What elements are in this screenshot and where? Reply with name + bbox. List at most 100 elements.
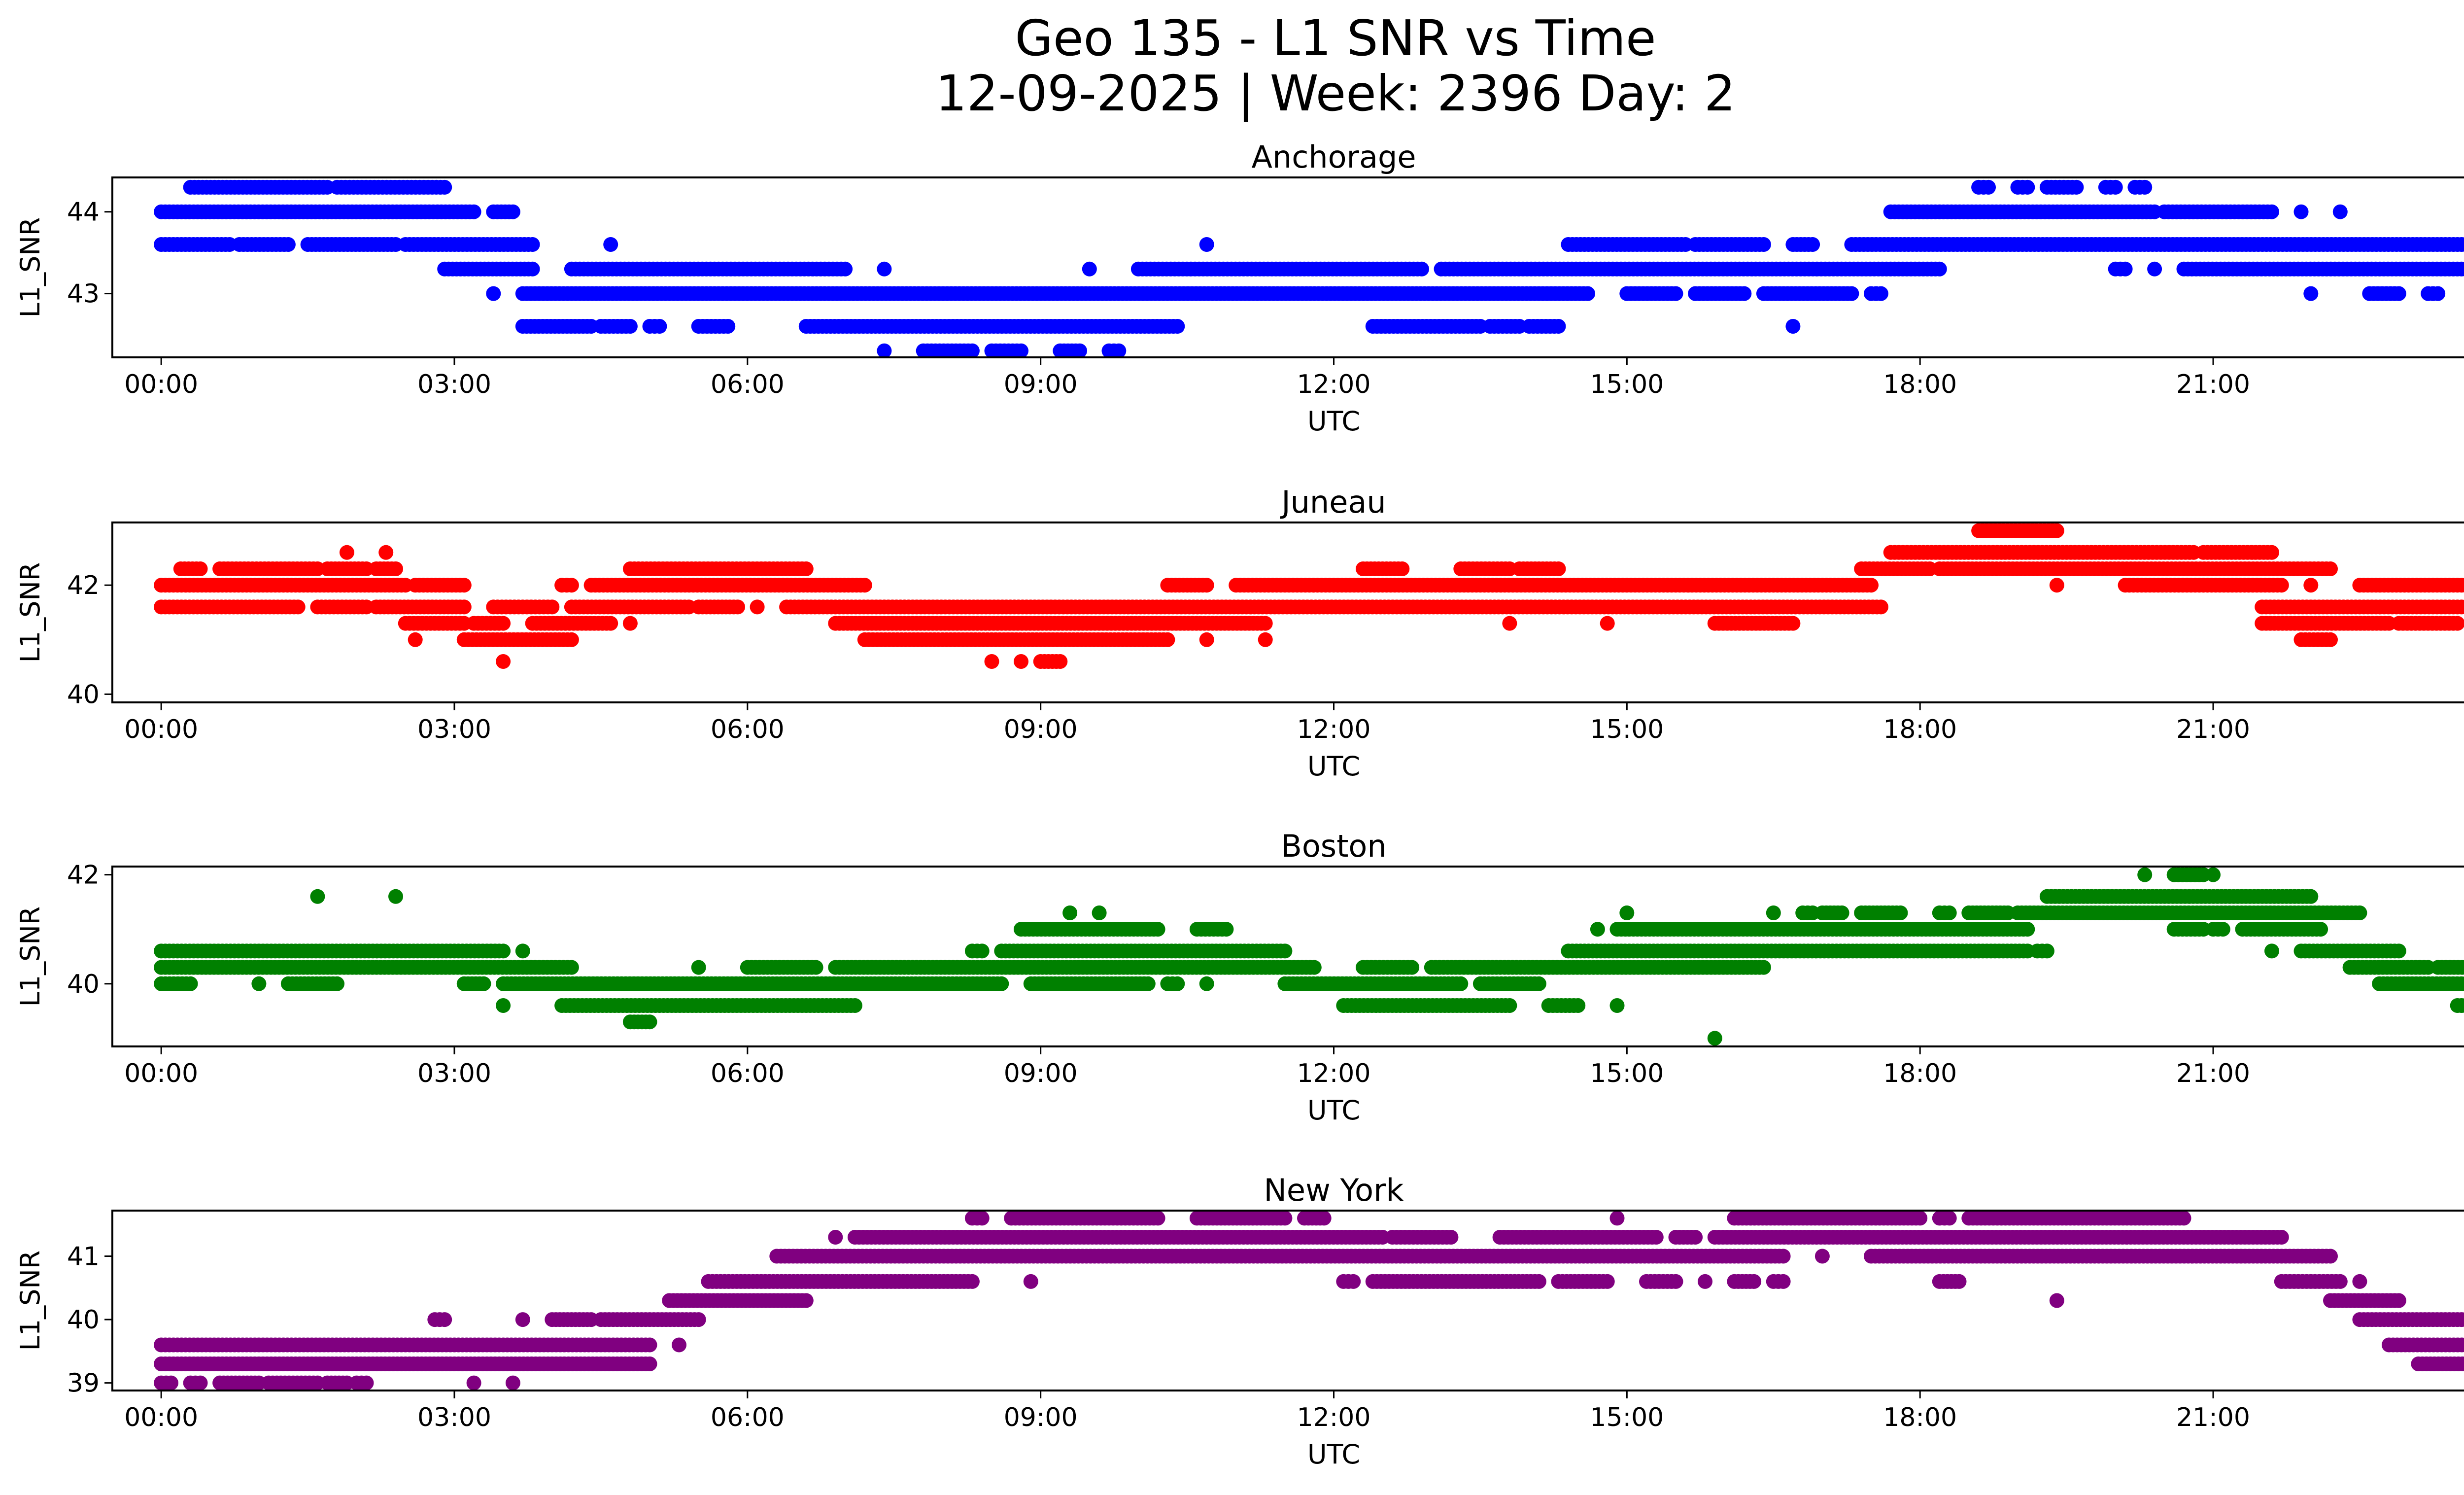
data-point xyxy=(1609,1211,1625,1226)
data-point xyxy=(1551,319,1566,334)
y-tick-label: 42 xyxy=(67,571,100,600)
data-point xyxy=(1258,616,1273,631)
x-tick-label: 21:00 xyxy=(2176,370,2250,399)
data-point xyxy=(1277,1211,1293,1226)
data-point xyxy=(1981,179,1996,195)
x-tick-label: 00:00 xyxy=(124,370,198,399)
data-point xyxy=(496,616,511,631)
data-point xyxy=(1306,960,1322,975)
x-tick-label: 03:00 xyxy=(417,715,491,744)
data-point xyxy=(378,545,394,560)
data-point xyxy=(1571,998,1586,1013)
data-point xyxy=(456,599,472,615)
data-point xyxy=(964,343,980,358)
data-point xyxy=(603,237,618,252)
data-point xyxy=(1864,578,1879,593)
data-point xyxy=(1199,578,1214,593)
data-point xyxy=(2274,578,2289,593)
data-point xyxy=(193,561,208,576)
data-point xyxy=(2458,262,2464,277)
data-point xyxy=(2049,578,2064,593)
x-tick-label: 18:00 xyxy=(1883,370,1957,399)
data-point xyxy=(1277,943,1293,959)
data-point xyxy=(496,998,511,1013)
data-point xyxy=(1844,286,1859,301)
data-point xyxy=(280,237,296,252)
data-point xyxy=(622,616,638,631)
x-tick-label: 03:00 xyxy=(417,370,491,399)
data-point xyxy=(1170,976,1185,991)
y-tick-label: 40 xyxy=(67,970,100,999)
data-point xyxy=(2215,922,2230,937)
data-point xyxy=(466,204,481,219)
data-point xyxy=(1668,286,1683,301)
data-point xyxy=(1942,1211,1957,1226)
data-point xyxy=(408,632,423,647)
data-point xyxy=(564,632,579,647)
x-tick-label: 09:00 xyxy=(1004,370,1078,399)
data-point xyxy=(1014,654,1028,669)
data-point xyxy=(2264,943,2279,959)
data-point xyxy=(1756,960,1771,975)
data-point xyxy=(564,578,579,593)
data-point xyxy=(515,943,530,959)
data-point xyxy=(2352,905,2367,920)
data-point xyxy=(1199,237,1214,252)
data-point xyxy=(1531,976,1546,991)
data-point xyxy=(2303,889,2319,904)
x-tick-label: 06:00 xyxy=(711,370,785,399)
data-point xyxy=(1219,922,1234,937)
data-point xyxy=(1913,1211,1928,1226)
data-point xyxy=(2176,1211,2191,1226)
y-axis-label: L1_SNR xyxy=(15,562,46,663)
data-point xyxy=(1199,976,1214,991)
data-point xyxy=(339,545,354,560)
data-point xyxy=(2313,922,2328,937)
data-point xyxy=(1590,922,1605,937)
data-point xyxy=(183,976,198,991)
data-point xyxy=(1873,599,1888,615)
series-points xyxy=(154,179,2464,358)
data-point xyxy=(1766,905,1781,920)
data-point xyxy=(2137,867,2153,882)
data-point xyxy=(437,179,452,195)
data-point xyxy=(1140,976,1156,991)
data-point xyxy=(1502,616,1517,631)
data-point xyxy=(2069,179,2084,195)
data-point xyxy=(1609,998,1625,1013)
data-point xyxy=(1942,905,1957,920)
data-point xyxy=(1170,319,1185,334)
data-point xyxy=(525,237,540,252)
data-point xyxy=(2332,204,2348,219)
x-tick-label: 09:00 xyxy=(1004,715,1078,744)
data-point xyxy=(545,599,560,615)
data-point xyxy=(1443,1230,1459,1245)
data-point xyxy=(1834,905,1849,920)
x-tick-label: 21:00 xyxy=(2176,1059,2250,1088)
data-point xyxy=(691,960,706,975)
data-point xyxy=(1688,1230,1703,1245)
data-point xyxy=(2049,523,2064,538)
y-tick-label: 40 xyxy=(67,680,100,709)
data-point xyxy=(2323,632,2338,647)
x-tick-label: 00:00 xyxy=(124,715,198,744)
data-point xyxy=(984,654,999,669)
data-point xyxy=(456,578,472,593)
data-point xyxy=(1014,343,1028,358)
data-point xyxy=(1873,286,1888,301)
x-tick-label: 12:00 xyxy=(1297,1059,1371,1088)
data-point xyxy=(388,561,403,576)
data-point xyxy=(2264,204,2279,219)
data-point xyxy=(290,599,306,615)
data-point xyxy=(2462,264,2464,274)
y-tick-label: 42 xyxy=(67,861,100,890)
x-tick-label: 18:00 xyxy=(1883,1059,1957,1088)
panel-title: Boston xyxy=(1281,828,1386,864)
data-point xyxy=(603,616,618,631)
x-tick-label: 21:00 xyxy=(2176,715,2250,744)
series-points xyxy=(154,523,2464,669)
